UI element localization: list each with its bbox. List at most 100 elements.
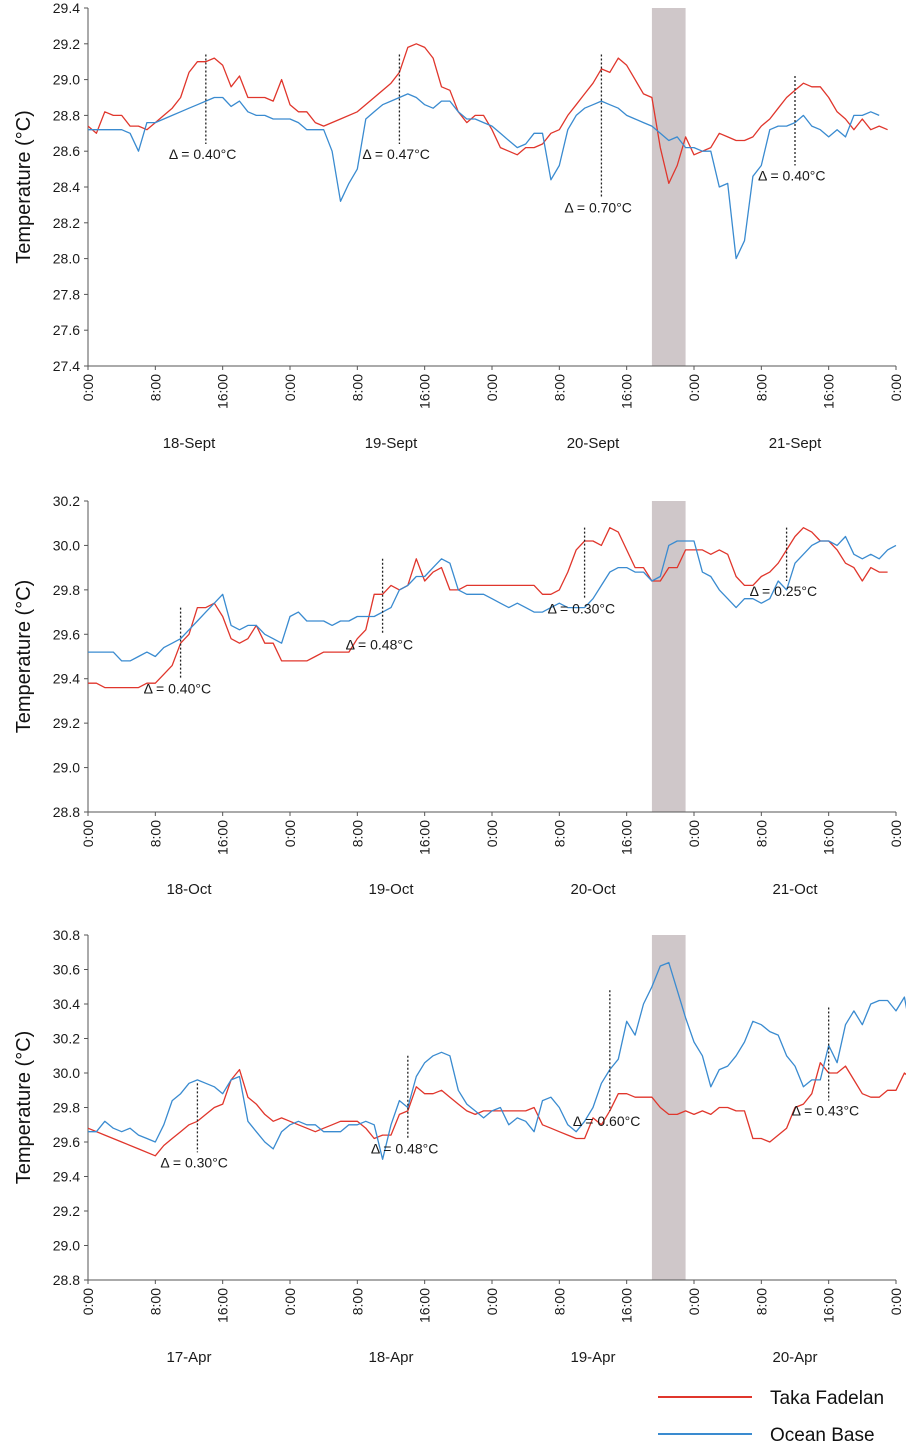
delta-annotation-label: Δ = 0.40°C bbox=[169, 146, 237, 162]
x-tick-label: 16:00 bbox=[417, 374, 433, 409]
delta-annotation-label: Δ = 0.25°C bbox=[750, 583, 818, 599]
x-tick-label: 16:00 bbox=[821, 374, 837, 409]
y-tick-label: 30.4 bbox=[53, 996, 80, 1012]
shaded-period-2 bbox=[651, 501, 686, 812]
y-axis-title: Temperature (°C) bbox=[13, 1031, 35, 1185]
x-tick-label: 16:00 bbox=[619, 1288, 635, 1323]
x-tick-label: 0:00 bbox=[80, 374, 96, 401]
x-tick-label: 8:00 bbox=[349, 1288, 365, 1315]
y-tick-label: 30.2 bbox=[53, 493, 80, 509]
date-label: 19-Oct bbox=[368, 881, 414, 898]
x-tick-label: 0:00 bbox=[282, 820, 298, 847]
x-tick-label: 16:00 bbox=[215, 374, 231, 409]
delta-annotation-label: Δ = 0.30°C bbox=[548, 601, 616, 617]
x-tick-label: 16:00 bbox=[417, 1288, 433, 1323]
date-label: 19-Apr bbox=[570, 1349, 615, 1366]
x-tick-label: 16:00 bbox=[619, 374, 635, 409]
date-label: 20-Oct bbox=[570, 881, 616, 898]
y-tick-label: 28.8 bbox=[53, 804, 80, 820]
x-tick-label: 8:00 bbox=[753, 1288, 769, 1315]
delta-annotation-label: Δ = 0.48°C bbox=[346, 636, 414, 652]
x-tick-label: 8:00 bbox=[147, 820, 163, 847]
chart-panel-3: 28.8 29.0 29.2 29.4 29.6 29.8 30.0 30.2 30.4 30.6… bbox=[13, 927, 906, 1366]
date-label: 18-Apr bbox=[368, 1349, 413, 1366]
series-line-ocean-base bbox=[88, 535, 897, 662]
legend: Taka Fadelan Ocean Base bbox=[658, 1388, 884, 1446]
x-tick-label: 0:00 bbox=[282, 1288, 298, 1315]
x-tick-label: 8:00 bbox=[147, 1288, 163, 1315]
y-tick-label: 28.8 bbox=[53, 1272, 80, 1288]
y-tick-label: 30.0 bbox=[53, 537, 80, 553]
x-tick-label: 0:00 bbox=[686, 374, 702, 401]
date-label: 21-Oct bbox=[772, 881, 818, 898]
y-axis-title: Temperature (°C) bbox=[13, 110, 35, 264]
delta-annotation-label: Δ = 0.40°C bbox=[758, 168, 826, 184]
date-label: 18-Oct bbox=[166, 881, 212, 898]
y-tick-label: 29.4 bbox=[53, 671, 80, 687]
y-tick-label: 30.2 bbox=[53, 1031, 80, 1047]
x-tick-label: 0:00 bbox=[484, 820, 500, 847]
y-tick-label: 28.6 bbox=[53, 143, 80, 159]
x-tick-label: 0:00 bbox=[686, 1288, 702, 1315]
x-tick-label: 0:00 bbox=[80, 820, 96, 847]
y-tick-label: 27.6 bbox=[53, 322, 80, 338]
y-tick-label: 29.8 bbox=[53, 582, 80, 598]
chart-panel-2: 28.8 29.0 29.2 29.4 29.6 29.8 30.0 30.2 0:00 8:00… bbox=[13, 493, 904, 898]
delta-annotation-label: Δ = 0.30°C bbox=[160, 1154, 228, 1170]
y-tick-label: 29.0 bbox=[53, 1238, 80, 1254]
x-tick-label: 8:00 bbox=[551, 374, 567, 401]
x-tick-label: 16:00 bbox=[619, 820, 635, 855]
y-tick-label: 29.8 bbox=[53, 1100, 80, 1116]
series-line-taka-fadelan bbox=[87, 43, 888, 185]
y-tick-label: 29.2 bbox=[53, 1203, 80, 1219]
x-tick-label: 0:00 bbox=[888, 820, 904, 847]
y-tick-label: 28.4 bbox=[53, 179, 80, 195]
y-tick-label: 29.6 bbox=[53, 626, 80, 642]
shaded-period-1 bbox=[651, 8, 686, 366]
y-tick-label: 29.2 bbox=[53, 715, 80, 731]
series-line-ocean-base bbox=[88, 961, 906, 1160]
y-tick-label: 29.0 bbox=[53, 72, 80, 88]
series-line-taka-fadelan bbox=[87, 1062, 906, 1157]
x-tick-label: 8:00 bbox=[753, 374, 769, 401]
delta-annotation-label: Δ = 0.47°C bbox=[362, 146, 430, 162]
x-tick-label: 0:00 bbox=[888, 1288, 904, 1315]
y-tick-label: 29.0 bbox=[53, 760, 80, 776]
date-label: 20-Apr bbox=[772, 1349, 817, 1366]
y-tick-label: 29.4 bbox=[53, 1169, 80, 1185]
shaded-period-3 bbox=[651, 935, 686, 1280]
x-tick-label: 16:00 bbox=[821, 820, 837, 855]
x-tick-label: 0:00 bbox=[282, 374, 298, 401]
delta-annotation-label: Δ = 0.43°C bbox=[792, 1103, 860, 1119]
y-tick-label: 28.0 bbox=[53, 251, 80, 267]
date-label: 17-Apr bbox=[166, 1349, 211, 1366]
x-tick-label: 0:00 bbox=[686, 820, 702, 847]
x-tick-label: 0:00 bbox=[80, 1288, 96, 1315]
delta-annotation-label: Δ = 0.48°C bbox=[371, 1141, 439, 1157]
y-tick-label: 29.2 bbox=[53, 36, 80, 52]
x-tick-label: 0:00 bbox=[888, 374, 904, 401]
legend-label-taka-fadelan: Taka Fadelan bbox=[770, 1388, 884, 1409]
series-line-taka-fadelan bbox=[88, 527, 888, 689]
y-tick-label: 30.0 bbox=[53, 1065, 80, 1081]
x-tick-label: 0:00 bbox=[484, 1288, 500, 1315]
date-label: 19-Sept bbox=[365, 435, 418, 452]
date-label: 18-Sept bbox=[163, 435, 216, 452]
x-tick-label: 16:00 bbox=[215, 820, 231, 855]
y-tick-label: 30.6 bbox=[53, 962, 80, 978]
x-tick-label: 8:00 bbox=[147, 374, 163, 401]
delta-annotation-label: Δ = 0.40°C bbox=[144, 681, 212, 697]
date-label: 21-Sept bbox=[769, 435, 822, 452]
delta-annotation-label: Δ = 0.70°C bbox=[564, 200, 632, 216]
y-tick-label: 30.8 bbox=[53, 927, 80, 943]
legend-label-ocean-base: Ocean Base bbox=[770, 1425, 875, 1446]
x-tick-label: 8:00 bbox=[349, 374, 365, 401]
x-tick-label: 16:00 bbox=[417, 820, 433, 855]
x-tick-label: 16:00 bbox=[821, 1288, 837, 1323]
y-tick-label: 28.8 bbox=[53, 107, 80, 123]
chart-panel-1: 27.4 27.6 27.8 28.0 28.2 28.4 28.6 28.8 29.0 29.2… bbox=[13, 0, 904, 452]
y-tick-label: 29.4 bbox=[53, 0, 80, 16]
x-tick-label: 0:00 bbox=[484, 374, 500, 401]
y-axis-title: Temperature (°C) bbox=[13, 580, 35, 734]
